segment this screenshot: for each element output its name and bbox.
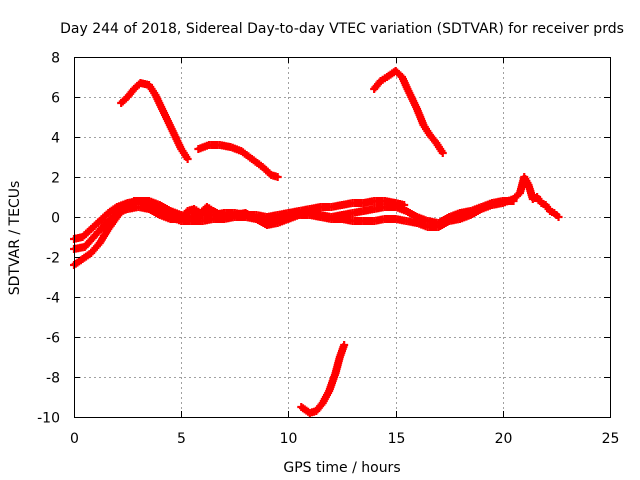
y-tick-label: -4 — [46, 291, 60, 307]
data-point-trail — [521, 175, 532, 187]
data-point-trail — [132, 197, 145, 205]
data-point — [509, 197, 518, 205]
data-point-trail — [198, 204, 210, 216]
data-point-trail — [148, 202, 162, 214]
data-point — [554, 213, 563, 221]
data-point-trail — [88, 240, 103, 256]
y-tick-label: -6 — [46, 331, 60, 347]
data-point-trail — [72, 233, 85, 243]
data-point-trail — [80, 250, 94, 262]
data-point-trail — [433, 141, 446, 155]
data-point-trail — [393, 199, 406, 209]
data-series — [70, 67, 563, 417]
data-point-trail — [92, 220, 109, 238]
series-arc-7 — [70, 197, 518, 253]
data-point-trail — [427, 132, 439, 146]
series-arc-4 — [297, 341, 349, 417]
y-tick-label: 2 — [51, 171, 60, 187]
y-tick-label: -10 — [37, 411, 60, 427]
data-point-trail — [118, 94, 130, 106]
y-tick-label: 8 — [51, 51, 60, 67]
axis-ticks: 0 5 10 15 20 25 -10 -8 -6 -4 -2 0 2 4 6 8 — [37, 51, 619, 448]
data-point-trail — [249, 156, 265, 170]
y-tick-label: 4 — [51, 131, 60, 147]
data-point-trail — [71, 256, 85, 268]
data-point — [273, 173, 282, 181]
data-point-trail — [185, 205, 196, 215]
data-point-trail — [192, 206, 203, 216]
data-point-trail — [534, 195, 544, 205]
series-arc-2 — [194, 141, 282, 181]
data-point-trail — [146, 83, 159, 97]
data-point — [183, 155, 192, 163]
x-tick-label: 20 — [495, 431, 513, 447]
data-point-trail — [106, 204, 120, 216]
chart-title: Day 244 of 2018, Sidereal Day-to-day VTE… — [60, 21, 624, 37]
data-point-trail — [269, 171, 280, 181]
plot-frame — [74, 57, 611, 418]
data-point-trail — [378, 74, 389, 84]
data-point-trail — [178, 208, 191, 222]
y-tick-label: -2 — [46, 251, 60, 267]
data-point — [340, 341, 349, 349]
data-point-trail — [140, 198, 153, 208]
data-point-trail — [124, 86, 137, 100]
x-tick-label: 25 — [602, 431, 620, 447]
data-point-trail — [420, 123, 433, 137]
data-point-trail — [178, 147, 191, 161]
y-tick-label: 0 — [51, 211, 60, 227]
series-arc-1 — [117, 79, 192, 163]
x-tick-label: 5 — [177, 431, 186, 447]
data-point-trail — [80, 226, 94, 240]
data-point-trail — [82, 232, 99, 250]
data-point-trail — [97, 210, 111, 224]
data-point-trail — [105, 214, 120, 232]
data-point-trail — [96, 226, 112, 246]
x-tick-label: 10 — [280, 431, 298, 447]
y-tick-label: 6 — [51, 91, 60, 107]
data-point-trail — [511, 190, 523, 202]
x-tick-label: 0 — [70, 431, 79, 447]
y-axis-label: SDTVAR / TECUs — [7, 181, 23, 296]
y-tick-label: -8 — [46, 371, 60, 387]
data-point-trail — [103, 210, 120, 226]
data-point-trail — [88, 218, 102, 232]
data-point — [438, 149, 447, 157]
data-point-trail — [131, 80, 143, 92]
series-arc-6 — [70, 173, 563, 269]
data-point-trail — [239, 148, 255, 162]
data-point-trail — [313, 400, 326, 414]
data-point-trail — [138, 79, 151, 89]
x-axis-label: GPS time / hours — [283, 460, 400, 476]
x-tick-label: 15 — [388, 431, 406, 447]
data-point-trail — [260, 164, 274, 178]
data-point-trail — [308, 407, 319, 417]
data-point-trail — [371, 78, 384, 92]
data-point-trail — [393, 68, 405, 80]
series-arc-3 — [370, 67, 447, 157]
data-point-trail — [205, 204, 216, 214]
data-point-trail — [543, 203, 553, 213]
